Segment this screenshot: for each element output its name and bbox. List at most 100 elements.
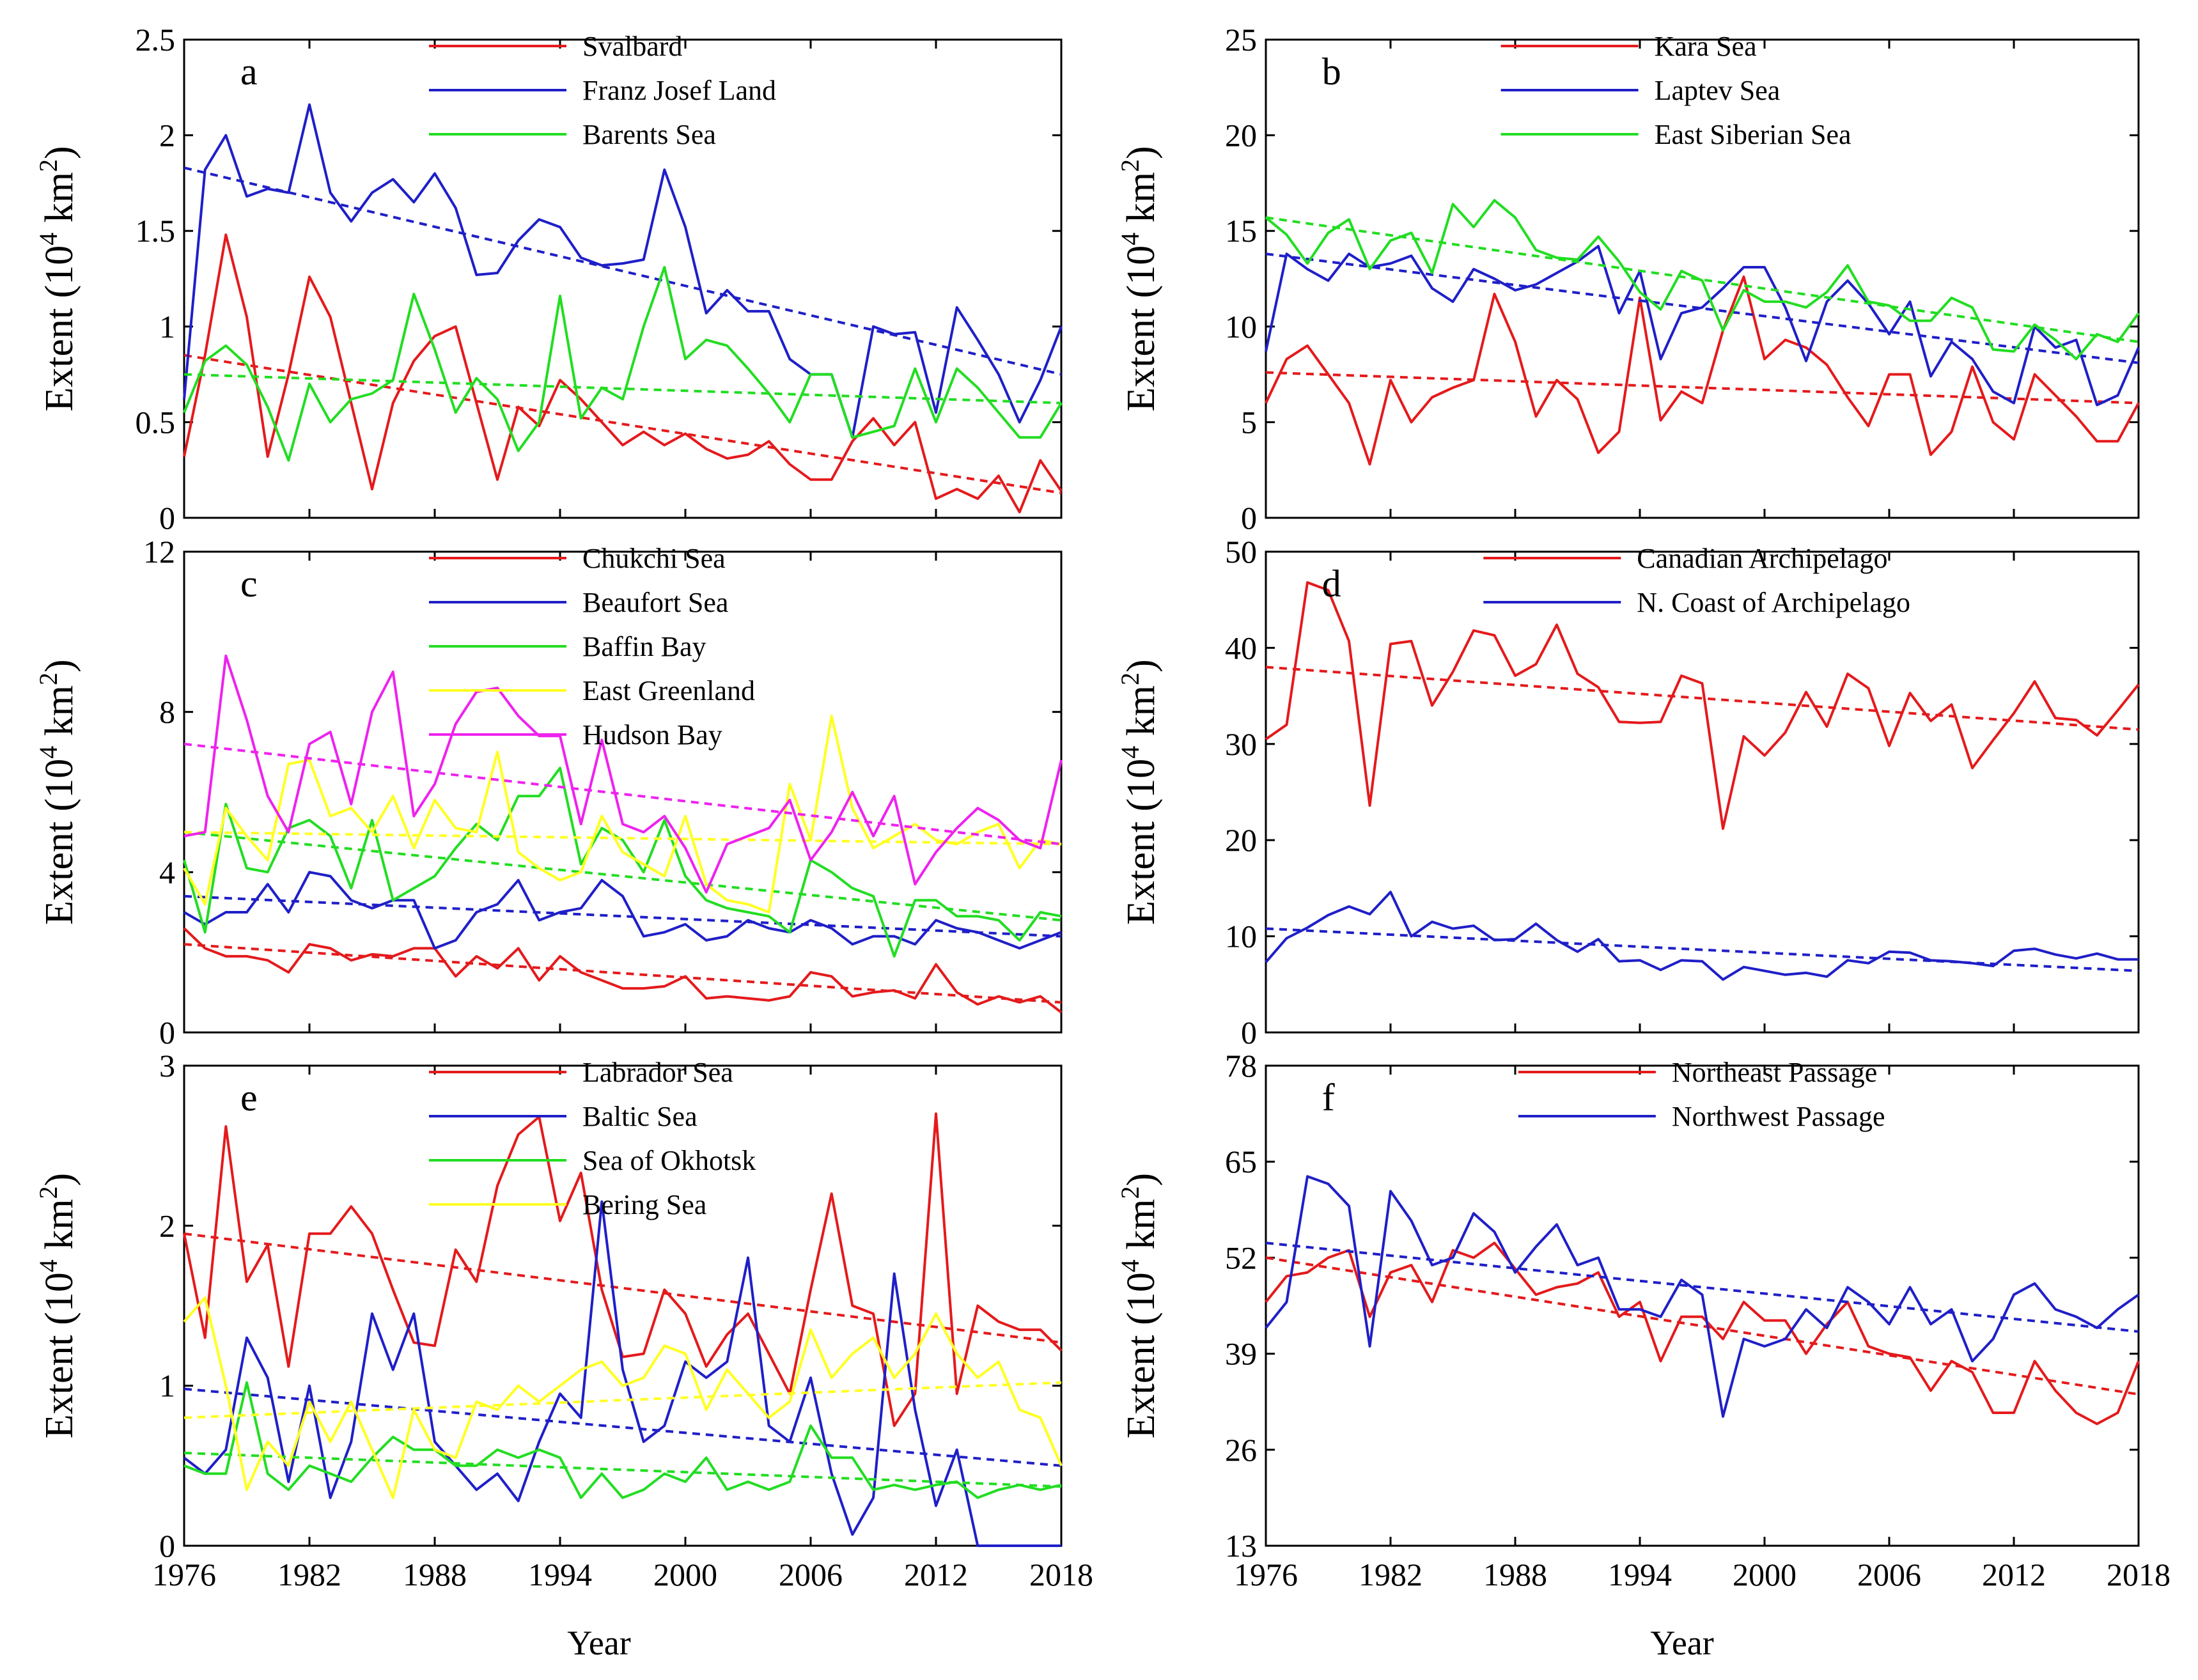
y-axis-title: Extent (104 km2)	[1116, 146, 1163, 411]
panel-letter: a	[240, 51, 258, 93]
y-tick-label: 13	[1225, 1528, 1257, 1564]
trend-line	[1265, 927, 2139, 972]
y-tick-label: 3	[159, 1048, 175, 1084]
y-tick-label: 2.5	[136, 22, 176, 58]
legend: Labrador Sea Baltic Sea Sea of Okhotsk Beri…	[429, 1057, 756, 1220]
y-tick-label: 0	[159, 1015, 175, 1050]
y-tick-label: 15	[1225, 213, 1257, 249]
series-line	[1265, 581, 2140, 830]
y-tick-label: 78	[1225, 1048, 1257, 1084]
legend-label: Laptev Sea	[1655, 75, 1781, 106]
legend-label: East Siberian Sea	[1655, 119, 1851, 150]
x-tick-label: 2000	[1733, 1557, 1797, 1592]
trend-line	[183, 830, 1062, 846]
axes-frame	[183, 38, 1063, 519]
y-tick-label: 52	[1225, 1240, 1257, 1275]
series-line	[183, 871, 1062, 950]
y-tick-label: 20	[1225, 118, 1257, 153]
y-tick-label: 0	[159, 500, 175, 536]
panel-a: 0 0.5 1 1.5 2 2.5 Extent (104 km2) a Svalbard Fra…	[34, 22, 1063, 536]
trend-line	[1265, 665, 2139, 731]
series-line	[183, 266, 1063, 462]
legend-label: Baffin Bay	[582, 631, 706, 662]
y-tick-label: 65	[1225, 1144, 1257, 1179]
x-axis-title-right: Year	[1650, 1624, 1714, 1662]
panel-letter: f	[1322, 1077, 1335, 1119]
y-tick-label: 8	[159, 694, 175, 730]
x-tick-label: 2012	[1982, 1557, 2046, 1592]
series-line	[1265, 276, 2140, 466]
series-line	[183, 1200, 1061, 1547]
legend-label: Northwest Passage	[1672, 1101, 1885, 1132]
trend-line	[183, 1381, 1062, 1419]
trend-line	[183, 373, 1062, 405]
series-line	[1265, 1241, 2140, 1426]
axes-frame	[183, 550, 1063, 1034]
legend-label: Barents Sea	[582, 119, 716, 150]
y-tick-label: 2	[159, 1208, 175, 1243]
trend-line	[183, 1451, 1062, 1488]
legend-label: Baltic Sea	[582, 1101, 698, 1132]
legend-label: Svalbard	[582, 31, 682, 62]
axes-frame	[1265, 550, 2140, 1034]
panel-d: 0 10 20 30 40 50 Extent (104 km2) d Canadian Arc…	[1116, 534, 2140, 1050]
axes-frame	[183, 1064, 1063, 1547]
y-tick-label: 39	[1225, 1336, 1257, 1372]
y-tick-label: 12	[143, 534, 175, 570]
panel-letter: c	[240, 563, 258, 605]
panel-b: 0 5 10 15 20 25 Extent (104 km2) b Kara Sea Lapte…	[1116, 22, 2140, 536]
y-tick-label: 1	[159, 1368, 175, 1404]
series-line	[183, 1296, 1063, 1499]
y-tick-label: 0	[1241, 1015, 1257, 1050]
series-line	[1265, 245, 2140, 407]
series-line	[1265, 1175, 2140, 1418]
trend-line	[1265, 371, 2139, 405]
panel-e: 0 1 2 3 1976 1982 1988 1994 2000 2006 2012 2018 Exte…	[34, 1048, 1093, 1592]
axes-frame	[1265, 38, 2140, 519]
trend-line	[183, 943, 1062, 1004]
y-axis-title: Extent (104 km2)	[1116, 659, 1163, 924]
legend-label: Franz Josef Land	[582, 75, 776, 106]
panel-letter: b	[1322, 51, 1341, 93]
legend-label: Chukchi Sea	[582, 543, 726, 574]
y-tick-label: 30	[1225, 726, 1257, 762]
y-tick-label: 1.5	[136, 213, 176, 249]
trend-line	[183, 354, 1062, 495]
y-tick-label: 10	[1225, 919, 1257, 954]
x-tick-label: 2018	[1029, 1557, 1093, 1592]
series-line	[183, 927, 1063, 1014]
x-tick-label: 2018	[2107, 1557, 2171, 1592]
y-tick-label: 2	[159, 118, 175, 153]
legend: Kara Sea Laptev Sea East Siberian Sea	[1500, 31, 1851, 150]
trend-line	[1265, 1256, 2139, 1396]
legend-label: Labrador Sea	[582, 1057, 733, 1088]
y-axis-title: Extent (104 km2)	[34, 1173, 81, 1438]
legend-label: Bering Sea	[582, 1189, 706, 1220]
legend-label: Northeast Passage	[1672, 1057, 1877, 1088]
x-tick-label: 2006	[779, 1557, 843, 1592]
legend: Northeast Passage Northwest Passage	[1518, 1057, 1885, 1132]
x-tick-label: 1982	[277, 1557, 341, 1592]
series-line	[1265, 199, 2140, 361]
panel-letter: e	[240, 1077, 258, 1119]
legend: Canadian Archipelago N. Coast of Archipel…	[1483, 543, 1910, 618]
trend-line	[1265, 1241, 2139, 1333]
y-tick-label: 20	[1225, 822, 1257, 858]
y-tick-label: 40	[1225, 630, 1257, 665]
x-tick-label: 1982	[1359, 1557, 1422, 1592]
series-line	[183, 654, 1063, 894]
y-tick-label: 26	[1225, 1432, 1257, 1468]
y-tick-label: 0	[159, 1528, 175, 1564]
axes-frame	[1265, 1064, 2140, 1547]
legend-label: Sea of Okhotsk	[582, 1145, 756, 1176]
legend: Chukchi Sea Beaufort Sea Baffin Bay East Gr…	[429, 543, 755, 751]
legend-label: Hudson Bay	[582, 719, 722, 751]
trend-line	[183, 830, 1062, 922]
trend-line	[183, 894, 1062, 938]
series-line	[183, 1381, 1062, 1499]
y-tick-label: 4	[159, 854, 175, 890]
x-tick-label: 2012	[904, 1557, 968, 1592]
series-line	[183, 1112, 1063, 1427]
x-tick-label: 1976	[152, 1557, 216, 1592]
